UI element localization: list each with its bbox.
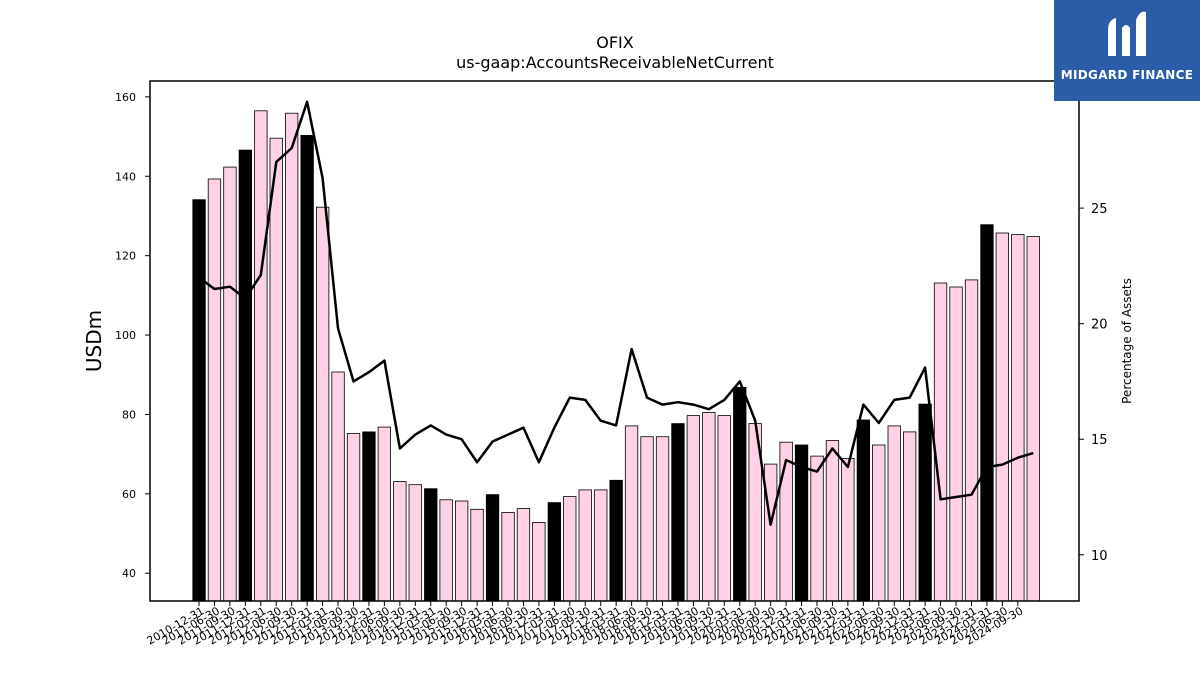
bar (501, 512, 515, 602)
bar (532, 522, 546, 602)
y-tick-label: 160 (115, 91, 136, 104)
bar (192, 199, 206, 602)
bar (825, 440, 840, 602)
bar (315, 206, 330, 602)
bar (238, 149, 253, 602)
bar (393, 481, 407, 602)
bar (640, 436, 654, 602)
bar (284, 112, 299, 602)
bar (949, 286, 963, 602)
y-tick-label: 40 (122, 567, 136, 580)
bar (377, 426, 392, 602)
bar (964, 279, 979, 602)
bar (408, 484, 422, 602)
y-axis-label: USDm (82, 310, 106, 372)
bar (980, 224, 994, 602)
bar (671, 423, 685, 602)
bar (702, 412, 716, 602)
bar (717, 415, 731, 602)
y-tick-label: 60 (122, 488, 136, 501)
bars-group (192, 110, 1040, 602)
chart-title: OFIX (596, 33, 634, 52)
bar (269, 137, 283, 602)
y2-tick-label: 15 (1091, 433, 1108, 448)
bar (439, 499, 453, 602)
y-ticks: 40 60 80 100 120 140 160 (115, 91, 150, 580)
bar (903, 431, 917, 602)
bar (1026, 236, 1040, 602)
y-tick-label: 80 (122, 408, 136, 421)
bar (362, 431, 376, 602)
line-group (198, 100, 1034, 526)
bar (995, 232, 1009, 602)
logo-mark-icon (1108, 11, 1146, 56)
bar (578, 489, 592, 602)
bar (764, 463, 778, 602)
bar (1011, 234, 1025, 602)
bar (485, 494, 500, 602)
bar (655, 436, 670, 602)
bar (686, 415, 700, 602)
bar (841, 458, 855, 602)
bar (856, 419, 870, 602)
bar (346, 433, 361, 602)
bar (254, 110, 268, 602)
bar (207, 178, 222, 602)
bar (300, 134, 314, 602)
bar (454, 500, 469, 602)
bar (872, 444, 886, 602)
y2-tick-label: 25 (1091, 202, 1108, 217)
x-ticks: 2010-12-312011-06-302011-09-302011-12-31… (145, 601, 1025, 648)
y2-axis-label: Percentage of Assets (1120, 278, 1134, 404)
bar (223, 166, 237, 602)
bar (887, 425, 901, 602)
bar (918, 403, 932, 602)
y2-tick-label: 20 (1091, 318, 1108, 333)
bar (470, 508, 484, 602)
bar (624, 425, 639, 602)
bar (424, 488, 438, 602)
logo-text: MIDGARD FINANCE (1060, 68, 1194, 82)
y2-ticks: 1015202530 (1079, 87, 1108, 564)
bar (547, 502, 561, 602)
bar (609, 479, 623, 602)
bar (516, 508, 531, 602)
bar (810, 455, 824, 602)
bar (779, 441, 793, 602)
chart-subtitle: us-gaap:AccountsReceivableNetCurrent (456, 53, 774, 72)
pct-of-assets-line (198, 100, 1034, 526)
y2-tick-label: 10 (1091, 549, 1108, 564)
plot-frame (149, 80, 1080, 602)
bar (563, 496, 577, 602)
y-tick-label: 100 (115, 329, 136, 342)
bar (933, 282, 948, 602)
y-tick-label: 140 (115, 170, 136, 183)
y-tick-label: 120 (115, 250, 136, 263)
bar (594, 489, 608, 602)
logo: MIDGARD FINANCE (1054, 0, 1200, 101)
bar (733, 386, 747, 602)
bar (331, 371, 345, 602)
